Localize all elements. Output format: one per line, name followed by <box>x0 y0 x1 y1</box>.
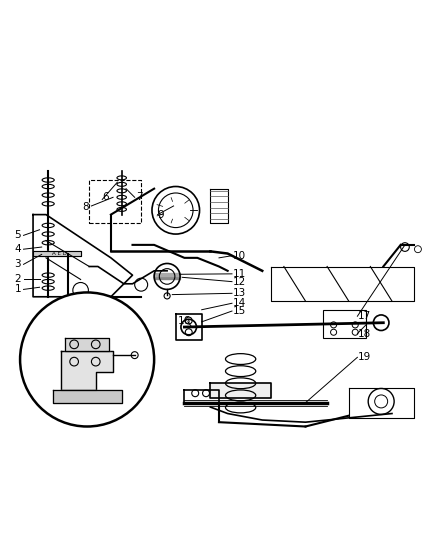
Text: 14: 14 <box>233 298 247 308</box>
Text: 1: 1 <box>14 285 21 294</box>
Text: 16: 16 <box>178 316 191 326</box>
Text: A E D: A E D <box>52 251 67 256</box>
Polygon shape <box>66 338 109 351</box>
Polygon shape <box>33 252 81 256</box>
Text: 9: 9 <box>157 211 164 221</box>
Polygon shape <box>154 273 180 277</box>
Text: 19: 19 <box>358 352 371 362</box>
Polygon shape <box>53 390 122 403</box>
Text: 17: 17 <box>358 311 371 321</box>
Text: 18: 18 <box>358 328 371 338</box>
Text: 4: 4 <box>14 244 21 254</box>
Text: 7: 7 <box>136 192 142 203</box>
Text: 12: 12 <box>233 277 247 287</box>
Polygon shape <box>61 351 113 390</box>
Text: 11: 11 <box>233 269 247 279</box>
Text: 2: 2 <box>14 273 21 284</box>
Text: 13: 13 <box>233 288 247 298</box>
Polygon shape <box>154 277 180 279</box>
Text: 8: 8 <box>82 202 89 212</box>
Text: 5: 5 <box>14 230 21 240</box>
Polygon shape <box>210 383 271 398</box>
Text: 6: 6 <box>102 192 109 203</box>
Bar <box>323 310 366 338</box>
Bar <box>89 180 141 223</box>
Text: 15: 15 <box>233 306 247 316</box>
Text: 10: 10 <box>233 251 246 261</box>
Circle shape <box>20 293 154 426</box>
Text: 3: 3 <box>14 260 21 269</box>
